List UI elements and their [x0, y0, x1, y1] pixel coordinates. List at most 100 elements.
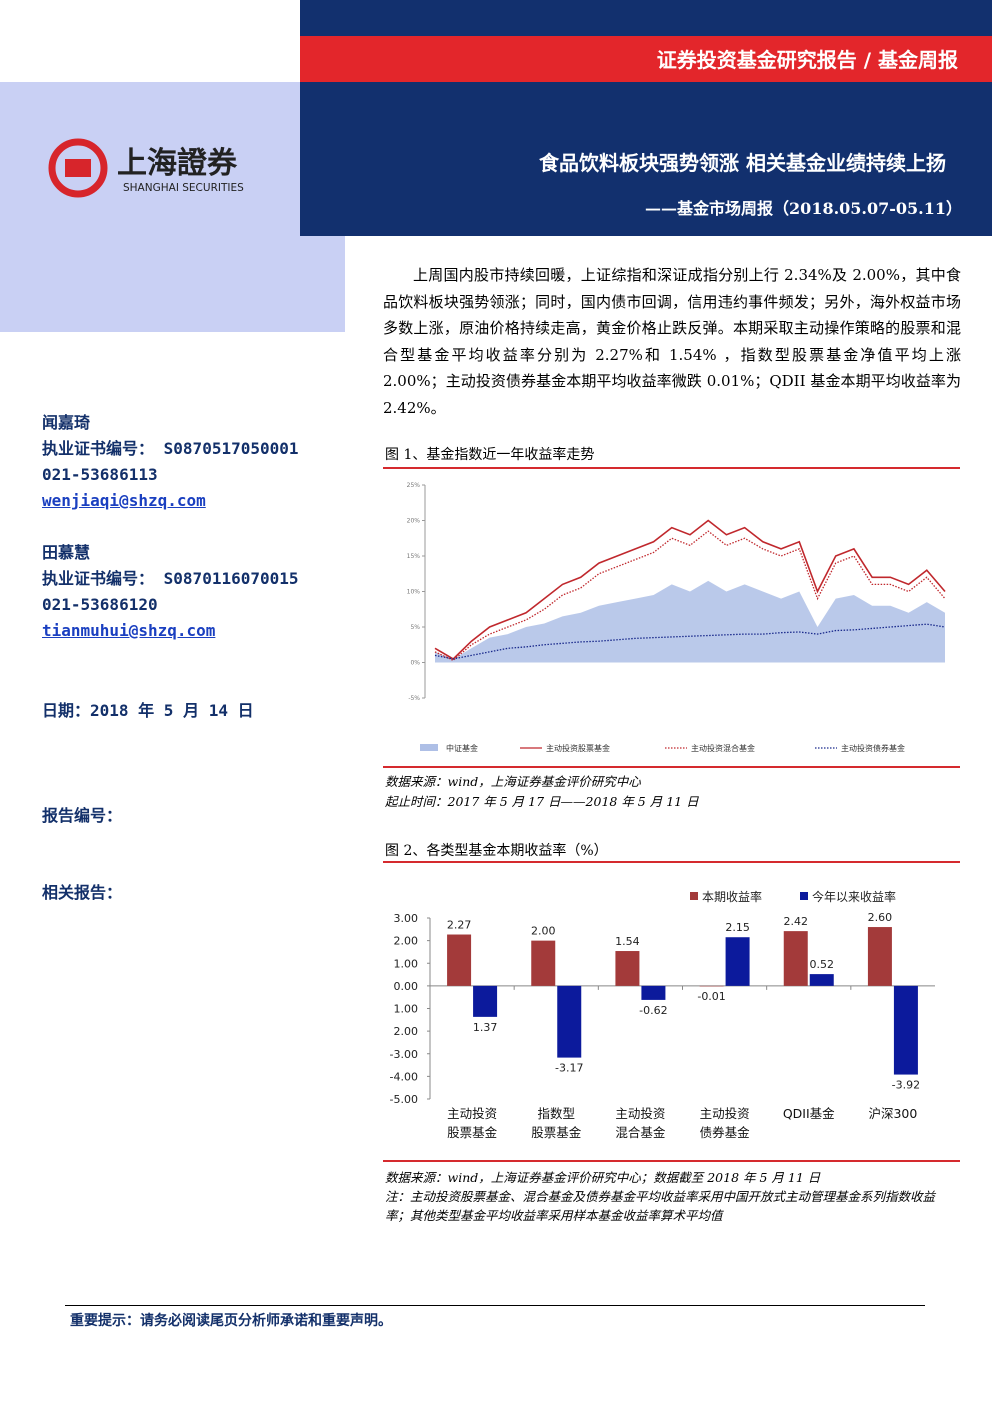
data-label: 1.54 — [615, 935, 640, 948]
series-title: 证券投资基金研究报告 / 基金周报 — [656, 48, 958, 72]
figure-caption: 图 1、基金指数近一年收益率走势 — [385, 447, 595, 463]
y-tick-label: 10% — [407, 589, 421, 596]
cert-number: S0870517050001 — [163, 439, 299, 458]
data-label: 2.27 — [447, 919, 472, 932]
bar — [809, 974, 834, 986]
y-tick-label: 0.00 — [394, 980, 419, 993]
analyst-phone: 021-53686113 — [42, 465, 158, 484]
analyst-name: 田慕慧 — [42, 543, 91, 562]
data-label: -3.17 — [555, 1062, 583, 1075]
bar — [725, 937, 750, 986]
y-tick-label: 2.00 — [394, 935, 419, 948]
analyst-email[interactable]: wenjiaqi@shzq.com — [42, 491, 206, 510]
bar — [615, 951, 640, 986]
x-tick-label: 沪深300 — [868, 1106, 917, 1121]
y-tick-label: 20% — [407, 518, 421, 525]
legend-label: 中证基金 — [446, 743, 478, 753]
analyst-email[interactable]: tianmuhui@shzq.com — [42, 621, 216, 640]
bar — [531, 940, 556, 986]
y-tick-label: -4.00 — [390, 1070, 418, 1083]
bar — [893, 985, 918, 1075]
line-series — [434, 519, 946, 660]
legend-label: 主动投资股票基金 — [546, 743, 610, 753]
cert-label: 执业证书编号： — [42, 439, 155, 458]
report-title: 食品饮料板块强势领涨 相关基金业绩持续上扬 — [539, 151, 946, 175]
x-tick-label: QDII基金 — [783, 1106, 835, 1121]
data-label: -3.92 — [892, 1079, 920, 1092]
y-tick-label: -5% — [408, 695, 420, 702]
x-tick-label: 指数型 — [537, 1106, 575, 1121]
bar-chart: 3.00 2.00 1.00 0.00 1.00 2.00 -3.00 -4.00 -5.00 主… — [390, 889, 935, 1140]
report-date: 日期：2018 年 5 月 14 日 — [42, 701, 254, 720]
caption-rule — [383, 467, 960, 469]
figure-source: 数据来源：wind，上海证券基金评价研究中心；数据截至 2018 年 5 月 1… — [385, 1170, 821, 1185]
bar — [641, 985, 666, 1000]
bar — [473, 985, 498, 1017]
y-tick-label: 5% — [410, 624, 420, 631]
data-label: 2.15 — [725, 921, 750, 934]
y-tick-label: 1.00 — [394, 1003, 419, 1016]
figure-rule — [383, 1160, 960, 1162]
y-tick-label: 0% — [410, 660, 420, 667]
report-subtitle: ——基金市场周报（2018.05.07-05.11） — [645, 199, 962, 218]
data-label: 0.52 — [810, 958, 835, 971]
report-number: 报告编号： — [42, 806, 123, 825]
bar — [447, 934, 472, 986]
y-tick-label: 15% — [407, 553, 421, 560]
legend-swatch — [800, 892, 808, 900]
cert-number: S0870116070015 — [163, 569, 299, 588]
bar — [557, 985, 582, 1058]
line-series — [434, 530, 946, 662]
data-label: 2.00 — [531, 925, 556, 938]
line-series — [434, 623, 946, 660]
data-label: -0.62 — [639, 1004, 667, 1017]
analyst-phone: 021-53686120 — [42, 595, 158, 614]
data-label: 2.60 — [868, 911, 893, 924]
analyst-cert: 执业证书编号： S0870116070015 — [42, 566, 342, 592]
x-tick-label: 主动投资 — [615, 1106, 665, 1121]
y-tick-label: 3.00 — [394, 912, 419, 925]
side-panel — [0, 82, 345, 332]
footer-rule — [65, 1305, 925, 1306]
legend-label: 本期收益率 — [702, 889, 762, 904]
x-tick-label: 债券基金 — [700, 1125, 751, 1140]
x-tick-label: 主动投资 — [447, 1106, 497, 1121]
line-chart: 25% 20% 15% 10% 5% 0% -5% 中证基金 主动投资股票基金 主动投资混合基金 主… — [407, 482, 946, 753]
legend-label: 主动投资混合基金 — [691, 743, 755, 753]
analyst-2: 田慕慧 执业证书编号： S0870116070015 021-53686120 … — [42, 540, 342, 644]
legend-swatch — [690, 892, 698, 900]
caption-rule — [383, 861, 960, 863]
related-reports: 相关报告： — [42, 883, 123, 902]
summary: 上周国内股市持续回暖，上证综指和深证成指分别上行 2.34%及 2.00%，其中… — [383, 266, 961, 417]
figure-source: 数据来源：wind，上海证券基金评价研究中心 — [385, 774, 641, 789]
y-tick-label: 2.00 — [394, 1025, 419, 1038]
figure-rule — [383, 766, 960, 768]
y-tick-label: 1.00 — [394, 957, 419, 970]
logo: 上海證券 SHANGHAI SECURITIES — [48, 138, 244, 198]
data-label: -0.01 — [697, 990, 725, 1003]
legend-swatch — [420, 744, 438, 751]
logo-ring — [48, 138, 108, 198]
x-tick-label: 股票基金 — [447, 1125, 498, 1140]
data-label: 2.42 — [784, 915, 809, 928]
y-tick-label: -5.00 — [390, 1093, 418, 1106]
footer-note: 重要提示：请务必阅读尾页分析师承诺和重要声明。 — [70, 1313, 392, 1329]
y-tick-label: 25% — [407, 482, 421, 489]
figure-caption: 图 2、各类型基金本期收益率（%） — [385, 843, 608, 859]
bar — [783, 931, 808, 986]
x-tick-label: 主动投资 — [700, 1106, 750, 1121]
header-stripe — [300, 36, 992, 82]
x-tick-label: 混合基金 — [615, 1125, 666, 1140]
legend-label: 主动投资债券基金 — [841, 743, 905, 753]
analyst-name: 闻嘉琦 — [42, 413, 91, 432]
figure-note: 注：主动投资股票基金、混合基金及债券基金平均收益率采用中国开放式主动管理基金系列… — [385, 1189, 936, 1223]
data-label: 1.37 — [473, 1021, 498, 1034]
area-series — [435, 580, 945, 663]
analyst-cert: 执业证书编号： S0870517050001 — [42, 436, 342, 462]
y-tick-label: -3.00 — [390, 1048, 418, 1061]
x-tick-label: 股票基金 — [531, 1125, 582, 1140]
logo-name: 上海證券 — [117, 146, 238, 181]
cert-label: 执业证书编号： — [42, 569, 155, 588]
legend-label: 今年以来收益率 — [812, 889, 896, 904]
